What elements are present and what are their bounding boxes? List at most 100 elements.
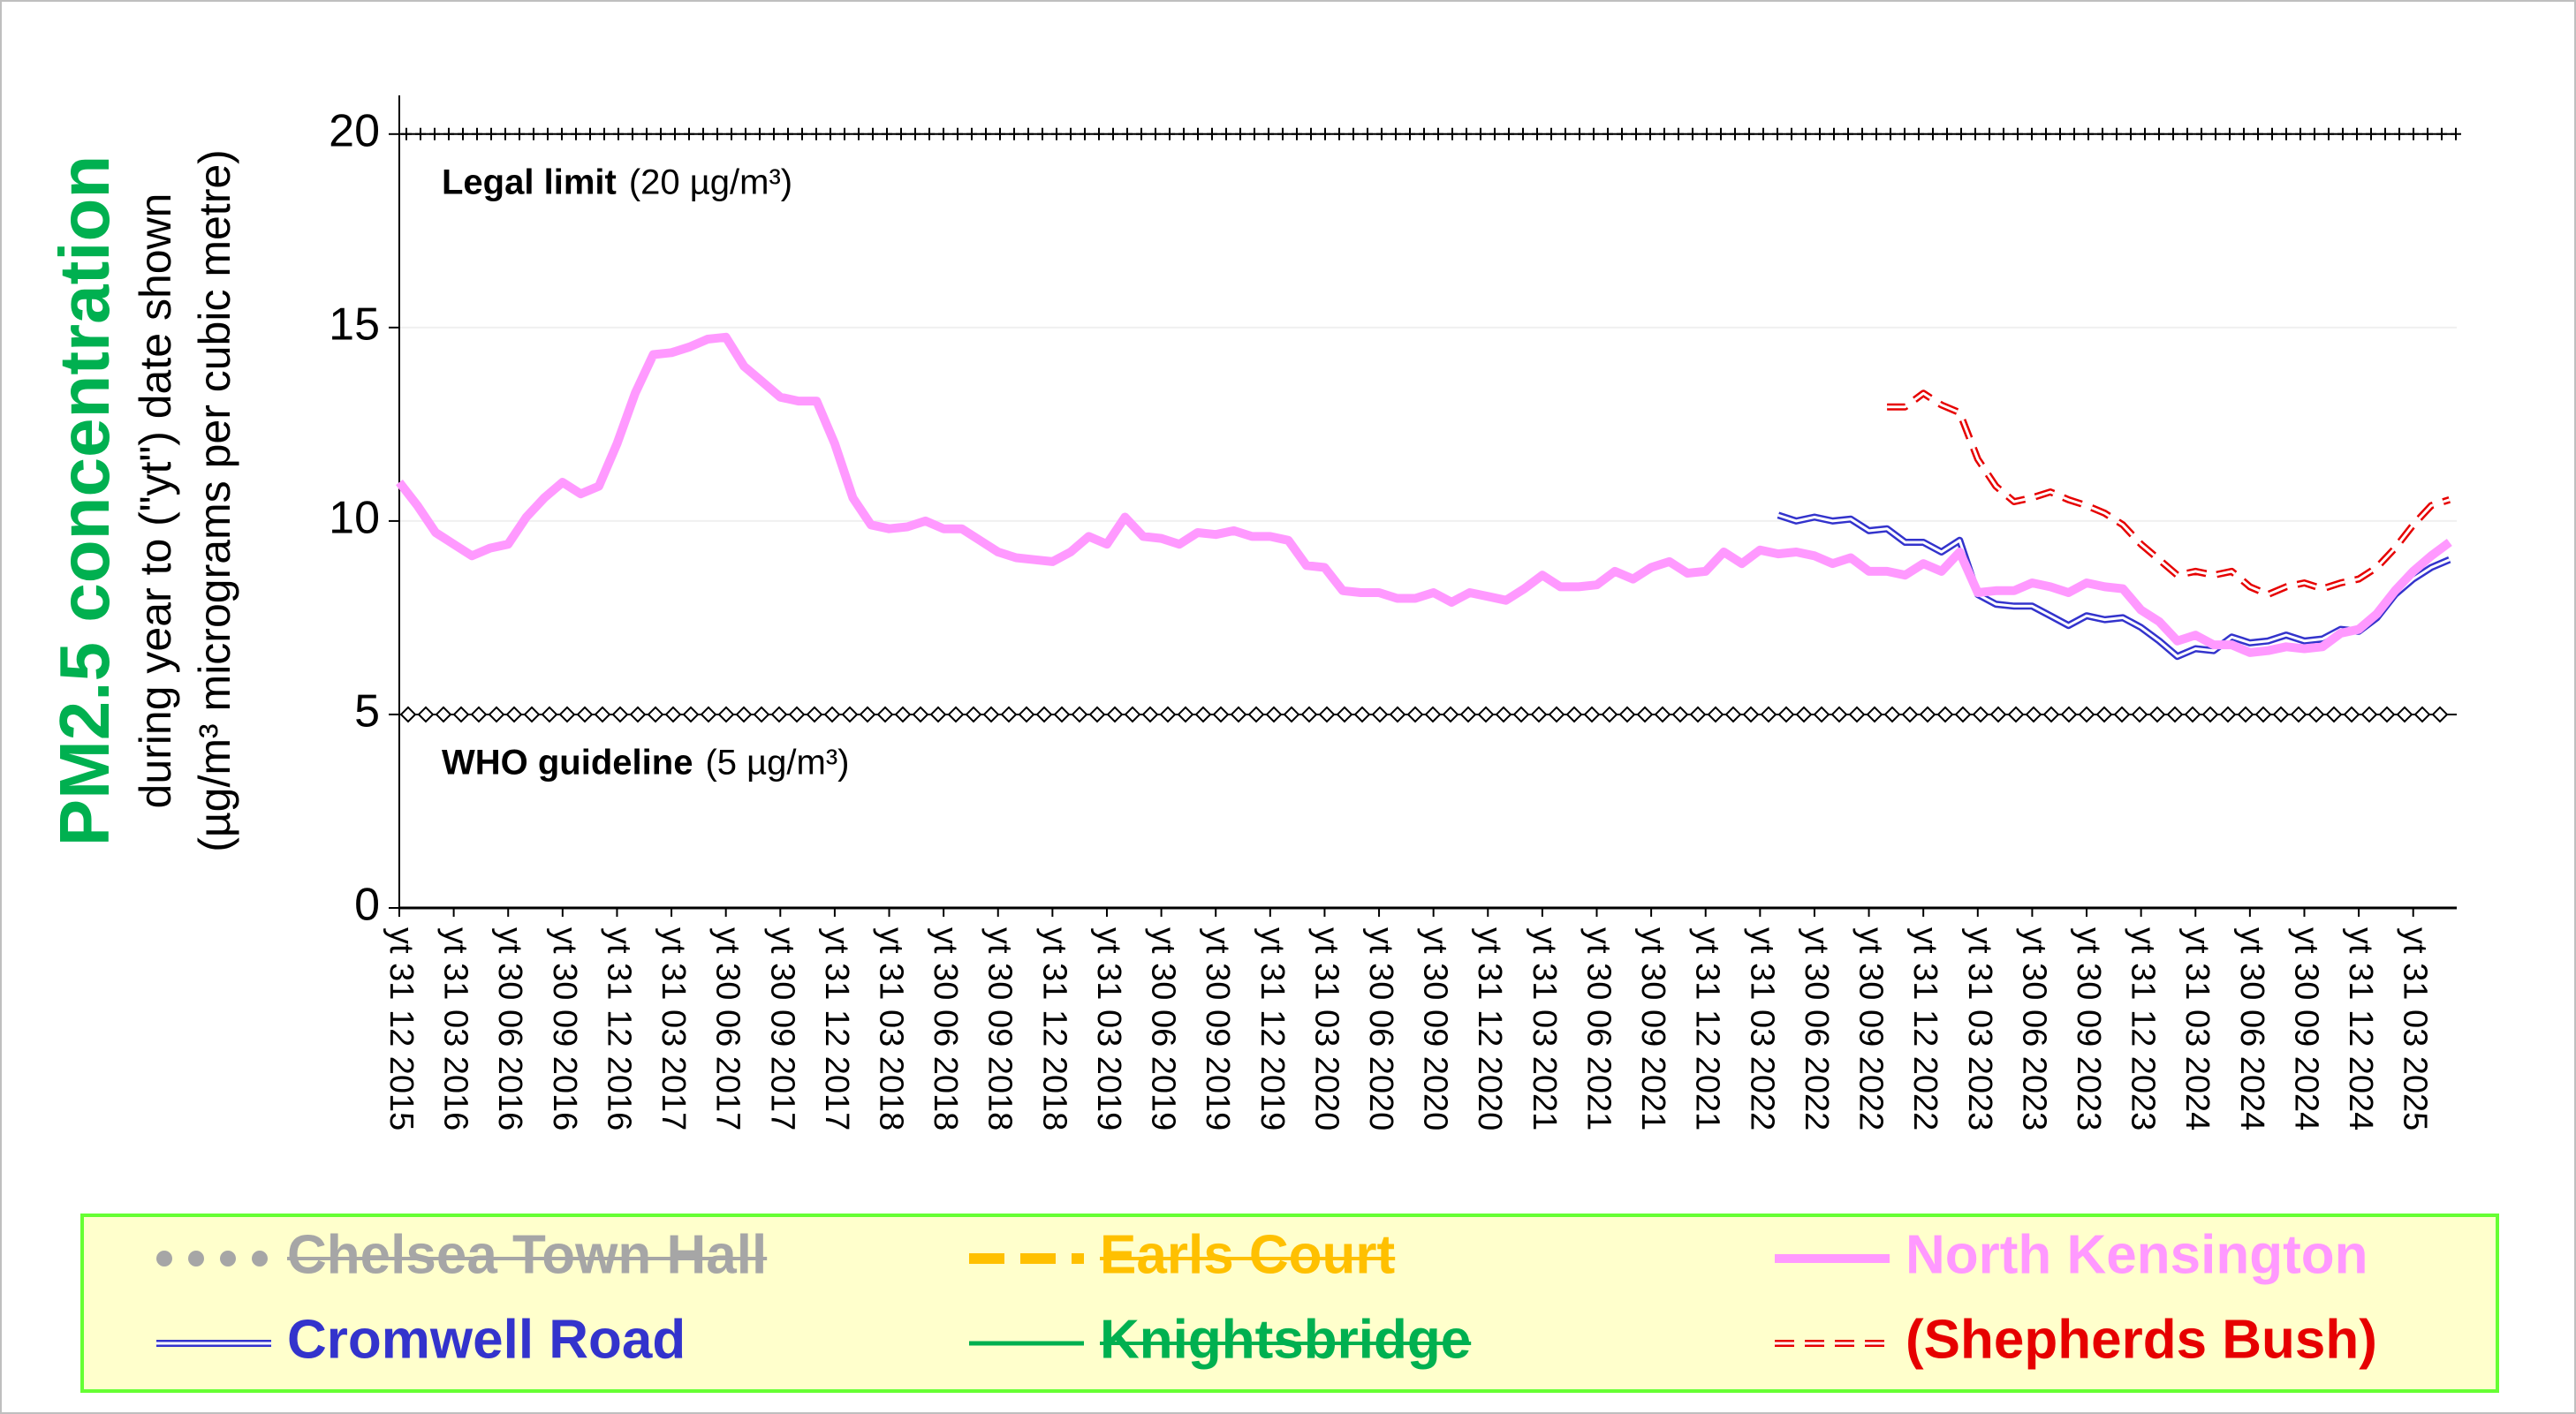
plus-marker bbox=[1080, 127, 1090, 140]
x-tick-label: yt 31 03 2021 bbox=[1526, 927, 1563, 1130]
plus-marker bbox=[1786, 127, 1797, 140]
x-tick-label: yt 30 09 2019 bbox=[1199, 927, 1236, 1130]
plus-marker bbox=[1730, 127, 1740, 140]
x-tick-label: yt 30 09 2020 bbox=[1417, 927, 1454, 1130]
plus-marker bbox=[641, 127, 652, 140]
plus-marker bbox=[2267, 127, 2277, 140]
x-tick-label: yt 30 06 2024 bbox=[2233, 927, 2270, 1130]
series bbox=[396, 332, 2452, 657]
plus-marker bbox=[1857, 127, 1868, 140]
diamond-marker bbox=[929, 706, 947, 723]
diamond-marker bbox=[2201, 706, 2219, 723]
plus-marker bbox=[1390, 127, 1401, 140]
plus-marker bbox=[1320, 127, 1330, 140]
y-axis-subtitle-group: (µg/m³ micrograms per cubic metre) bbox=[190, 149, 239, 852]
diamond-marker bbox=[1601, 706, 1618, 723]
legend-label: Earls Court bbox=[1100, 1224, 1395, 1285]
series-line bbox=[396, 332, 2452, 657]
plus-marker bbox=[1178, 127, 1189, 140]
plus-marker bbox=[1518, 127, 1528, 140]
plus-marker bbox=[1602, 127, 1613, 140]
legend-entry: Chelsea Town Hall bbox=[156, 1224, 768, 1285]
diamond-marker bbox=[1901, 706, 1919, 723]
plus-marker bbox=[1235, 127, 1246, 140]
plus-marker bbox=[1221, 127, 1231, 140]
diamond-marker bbox=[1795, 706, 1813, 723]
diamond-marker bbox=[2078, 706, 2095, 723]
plus-marker bbox=[1659, 127, 1670, 140]
diamond-marker bbox=[1459, 706, 1477, 723]
diamond-marker bbox=[1124, 706, 1141, 723]
x-tick-label: yt 31 03 2025 bbox=[2397, 927, 2434, 1130]
y-tick-label: 15 bbox=[329, 299, 380, 351]
diamond-marker bbox=[1371, 706, 1389, 723]
diamond-marker bbox=[523, 706, 541, 723]
diamond-marker bbox=[2042, 706, 2060, 723]
diamond-marker bbox=[894, 706, 912, 723]
legend-entry: (Shepherds Bush) bbox=[1775, 1309, 2377, 1370]
x-tick-label: yt 31 12 2015 bbox=[383, 927, 420, 1130]
plus-marker bbox=[1913, 127, 1924, 140]
plus-marker bbox=[1306, 127, 1316, 140]
reference-label: Legal limit bbox=[442, 163, 617, 201]
x-tick-label: yt 30 09 2022 bbox=[1852, 927, 1890, 1130]
plus-marker bbox=[571, 127, 581, 140]
plus-marker bbox=[952, 127, 963, 140]
diamond-marker bbox=[1318, 706, 1336, 723]
plus-marker bbox=[995, 127, 1005, 140]
plus-marker bbox=[613, 127, 624, 140]
diamond-marker bbox=[452, 706, 470, 723]
diamond-marker bbox=[2290, 706, 2307, 723]
diamond-marker bbox=[717, 706, 735, 723]
diamond-marker bbox=[788, 706, 806, 723]
plus-marker bbox=[769, 127, 779, 140]
diamond-marker bbox=[1442, 706, 1459, 723]
plus-marker bbox=[1164, 127, 1175, 140]
diamond-marker bbox=[1000, 706, 1018, 723]
diamond-marker bbox=[1707, 706, 1724, 723]
diamond-marker bbox=[2166, 706, 2184, 723]
diamond-marker bbox=[435, 706, 452, 723]
x-tick-label: yt 30 09 2016 bbox=[546, 927, 583, 1130]
plus-marker bbox=[2210, 127, 2221, 140]
diamond-marker bbox=[2343, 706, 2360, 723]
x-tick-label: yt 30 09 2018 bbox=[981, 927, 1019, 1130]
plus-marker bbox=[528, 127, 539, 140]
diamond-marker bbox=[1106, 706, 1124, 723]
x-tick-label: yt 30 06 2020 bbox=[1362, 927, 1399, 1130]
diamond-marker bbox=[753, 706, 770, 723]
plus-marker bbox=[585, 127, 595, 140]
plus-marker bbox=[2027, 127, 2037, 140]
plus-marker bbox=[500, 127, 511, 140]
diamond-marker bbox=[1477, 706, 1495, 723]
plus-marker bbox=[2253, 127, 2263, 140]
plus-marker bbox=[1998, 127, 2009, 140]
diamond-marker bbox=[1989, 706, 2007, 723]
y-axis-subtitle-group: during year to ("yt") date shown bbox=[131, 193, 180, 809]
plus-marker bbox=[1504, 127, 1514, 140]
plus-marker bbox=[1701, 127, 1712, 140]
plus-marker bbox=[868, 127, 878, 140]
legend-label: Cromwell Road bbox=[287, 1309, 686, 1370]
diamond-marker bbox=[2184, 706, 2201, 723]
plus-marker bbox=[2436, 127, 2447, 140]
diamond-marker bbox=[399, 706, 417, 723]
diamond-marker bbox=[1724, 706, 1742, 723]
diamond-marker bbox=[1088, 706, 1106, 723]
plus-marker bbox=[1376, 127, 1387, 140]
diamond-marker bbox=[1053, 706, 1071, 723]
plus-marker bbox=[2168, 127, 2178, 140]
plus-marker bbox=[1009, 127, 1019, 140]
diamond-marker bbox=[1583, 706, 1601, 723]
plus-marker bbox=[2083, 127, 2094, 140]
diamond-marker bbox=[1919, 706, 1936, 723]
x-tick-label: yt 31 12 2023 bbox=[2125, 927, 2162, 1130]
diamond-marker bbox=[505, 706, 523, 723]
diamond-marker bbox=[1760, 706, 1777, 723]
plus-marker bbox=[1970, 127, 1981, 140]
plus-marker bbox=[1800, 127, 1811, 140]
diamond-marker bbox=[912, 706, 929, 723]
x-tick-label: yt 31 12 2016 bbox=[600, 927, 637, 1130]
